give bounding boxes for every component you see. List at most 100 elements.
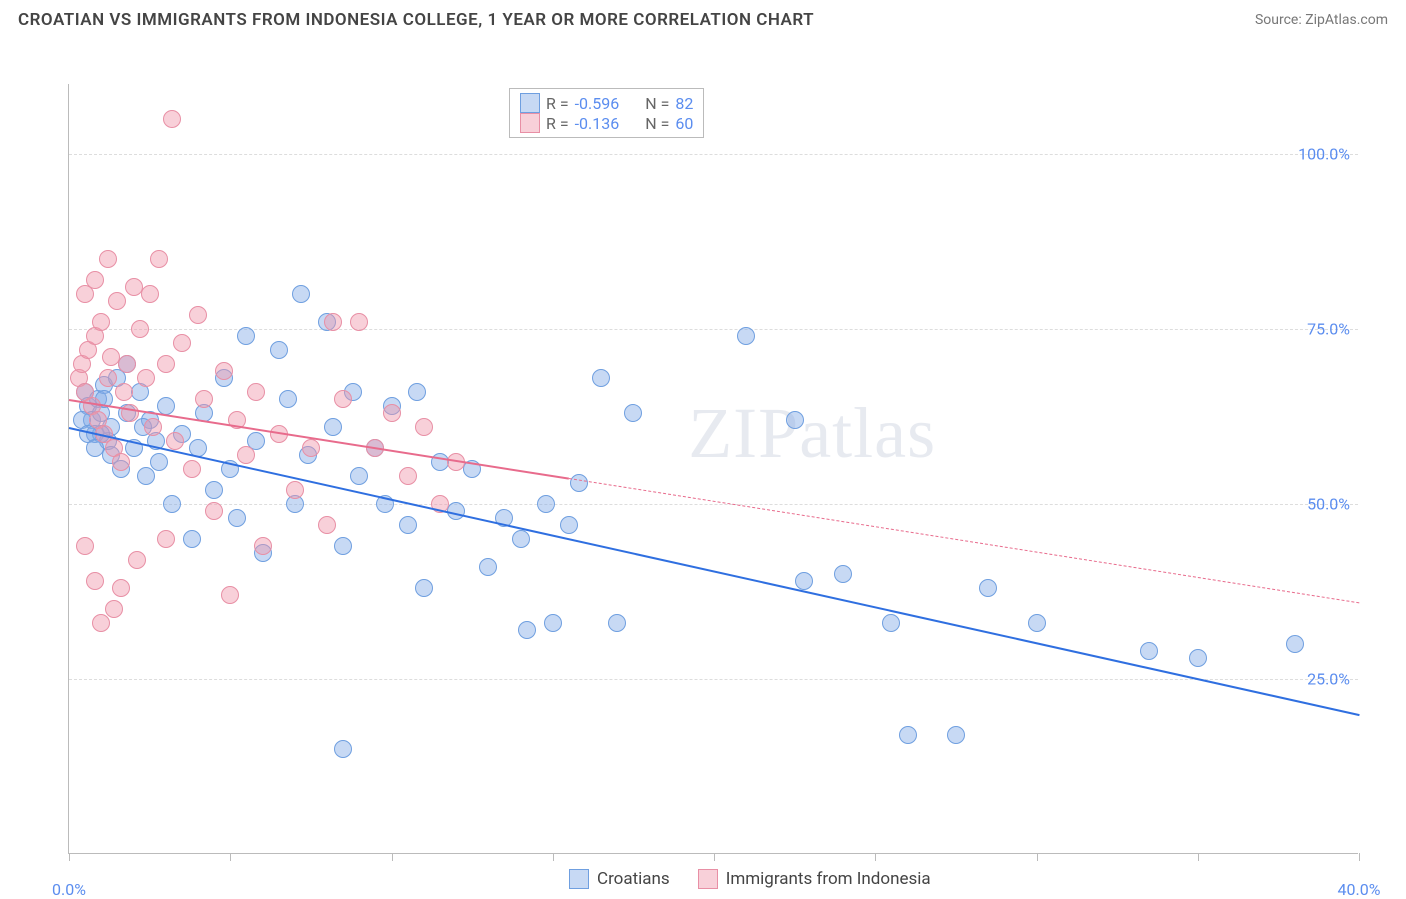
data-point [150, 453, 168, 471]
data-point [399, 516, 417, 534]
data-point [105, 600, 123, 618]
data-point [183, 460, 201, 478]
data-point [518, 621, 536, 639]
data-point [415, 418, 433, 436]
data-point [899, 726, 917, 744]
series-legend: Croatians Immigrants from Indonesia [569, 869, 931, 889]
data-point [286, 481, 304, 499]
y-tick-label: 100.0% [1298, 145, 1350, 164]
data-point [512, 530, 530, 548]
gridline [69, 679, 1358, 680]
y-tick-label: 75.0% [1307, 320, 1350, 339]
data-point [292, 285, 310, 303]
title-bar: CROATIAN VS IMMIGRANTS FROM INDONESIA CO… [0, 0, 1406, 36]
data-point [115, 383, 133, 401]
data-point [1028, 614, 1046, 632]
data-point [415, 579, 433, 597]
data-point [570, 474, 588, 492]
chart-title: CROATIAN VS IMMIGRANTS FROM INDONESIA CO… [18, 10, 814, 30]
data-point [237, 327, 255, 345]
data-point [137, 369, 155, 387]
data-point [128, 551, 146, 569]
data-point [1140, 642, 1158, 660]
data-point [157, 355, 175, 373]
y-tick-label: 50.0% [1307, 495, 1350, 514]
r-value: -0.596 [575, 94, 620, 113]
data-point [215, 362, 233, 380]
watermark: ZIPatlas [688, 392, 936, 475]
data-point [99, 250, 117, 268]
x-tick-label: 40.0% [1338, 880, 1381, 899]
r-label: R = [546, 94, 569, 113]
data-point [92, 614, 110, 632]
x-tick [392, 853, 393, 861]
data-point [150, 250, 168, 268]
data-point [350, 467, 368, 485]
data-point [86, 271, 104, 289]
data-point [544, 614, 562, 632]
series-legend-item: Croatians [569, 869, 670, 889]
y-tick-label: 25.0% [1307, 670, 1350, 689]
series-name: Croatians [597, 869, 670, 889]
x-tick-label: 0.0% [52, 880, 86, 899]
x-tick [1359, 853, 1360, 861]
data-point [112, 453, 130, 471]
data-point [1286, 635, 1304, 653]
data-point [270, 341, 288, 359]
data-point [131, 320, 149, 338]
data-point [76, 537, 94, 555]
data-point [334, 390, 352, 408]
x-tick [553, 853, 554, 861]
data-point [237, 446, 255, 464]
data-point [324, 418, 342, 436]
correlation-legend-row: R = -0.596 N = 82 [520, 93, 693, 113]
n-label: N = [645, 94, 669, 113]
series-legend-item: Immigrants from Indonesia [698, 869, 931, 889]
n-value: 82 [675, 94, 693, 113]
data-point [979, 579, 997, 597]
r-label: R = [546, 114, 569, 133]
gridline [69, 154, 1358, 155]
data-point [137, 467, 155, 485]
data-point [350, 313, 368, 331]
data-point [399, 467, 417, 485]
data-point [166, 432, 184, 450]
data-point [479, 558, 497, 576]
source-label: Source: ZipAtlas.com [1255, 12, 1388, 28]
data-point [195, 390, 213, 408]
x-tick [1037, 853, 1038, 861]
data-point [334, 537, 352, 555]
legend-swatch [520, 93, 540, 113]
data-point [302, 439, 320, 457]
data-point [189, 306, 207, 324]
x-tick [69, 853, 70, 861]
data-point [324, 313, 342, 331]
data-point [163, 110, 181, 128]
data-point [92, 313, 110, 331]
legend-swatch [698, 869, 718, 889]
data-point [592, 369, 610, 387]
data-point [318, 516, 336, 534]
data-point [882, 614, 900, 632]
data-point [86, 572, 104, 590]
data-point [183, 530, 201, 548]
data-point [157, 530, 175, 548]
n-value: 60 [675, 114, 693, 133]
data-point [608, 614, 626, 632]
r-value: -0.136 [575, 114, 620, 133]
gridline [69, 504, 1358, 505]
series-name: Immigrants from Indonesia [726, 869, 931, 889]
x-tick [230, 853, 231, 861]
data-point [947, 726, 965, 744]
data-point [141, 285, 159, 303]
correlation-legend-row: R = -0.136N = 60 [520, 113, 693, 133]
data-point [737, 327, 755, 345]
data-point [383, 404, 401, 422]
x-tick [875, 853, 876, 861]
x-tick [714, 853, 715, 861]
legend-swatch [569, 869, 589, 889]
data-point [108, 292, 126, 310]
data-point [247, 383, 265, 401]
data-point [560, 516, 578, 534]
data-point [279, 390, 297, 408]
